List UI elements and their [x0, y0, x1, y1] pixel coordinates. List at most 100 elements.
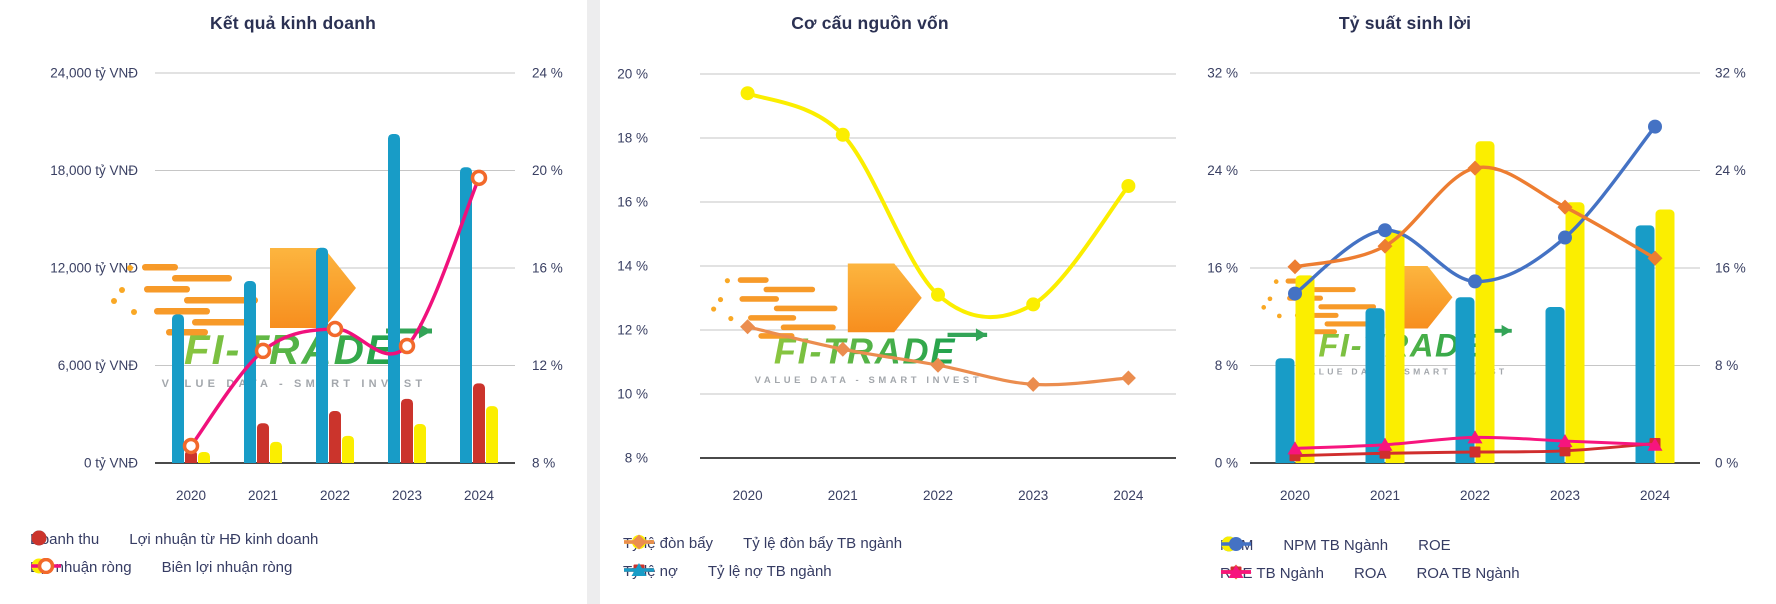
bar [401, 398, 413, 463]
bar [473, 383, 485, 463]
line-marker [470, 169, 488, 187]
line-marker [37, 558, 55, 574]
legend-item-tỷ-lệ-nợ-tb-ngành[interactable]: Tỷ lệ nợ TB ngành [624, 562, 832, 580]
line-marker [398, 337, 416, 355]
bar [1475, 141, 1495, 463]
chart-svg: 20 %18 %16 %14 %12 %10 %8 %FI-TRADEVALUE… [617, 67, 1176, 503]
watermark-arrow-icon [1501, 324, 1512, 337]
y-axis-label-left: 20 % [617, 67, 648, 82]
legend-line-marker-icon [1221, 565, 1251, 578]
line-markers [1288, 119, 1662, 301]
y-axis-label-left: 14 % [617, 259, 648, 274]
x-axis-label: 2021 [248, 488, 278, 503]
y-axis-label-left: 10 % [617, 387, 648, 402]
y-axis-label-right: 32 % [1715, 66, 1746, 81]
y-axis-label-left: 18,000 tỷ VNĐ [50, 163, 138, 178]
line-marker [930, 357, 946, 373]
legend-item-label: ROE [1418, 536, 1451, 554]
bar [1655, 209, 1675, 463]
legend-line-marker-icon [624, 563, 654, 576]
watermark-arrow-icon [419, 323, 432, 339]
watermark-brand: FI-TRADE [184, 326, 396, 373]
bar [198, 451, 210, 463]
line-marker [1378, 223, 1392, 238]
line-marker [740, 319, 756, 335]
legend-item-label: Tỷ lệ nợ TB ngành [707, 562, 832, 580]
line-marker [1287, 259, 1303, 275]
line-marker [1377, 437, 1393, 451]
legend-item-biên-lợi-nhuận-ròng[interactable]: Biên lợi nhuận ròng [31, 558, 292, 576]
y-axis-label-left: 0 tỷ VNĐ [84, 456, 138, 471]
chart-svg: 32 %32 %24 %24 %16 %16 %8 %8 %0 %0 %FI-T… [1207, 66, 1746, 504]
chart-title-co-cau-nguon-von: Cơ cấu nguồn vốn [791, 13, 949, 33]
chart-legend-row: Doanh thu Lợi nhuận từ HĐ kinh doanh [30, 530, 318, 548]
line-marker [835, 127, 850, 142]
y-axis-label-left: 24 % [1207, 163, 1238, 178]
x-axis-label: 2021 [828, 488, 858, 503]
watermark-hexagon-icon [847, 263, 922, 333]
line-marker [1377, 238, 1393, 254]
bar [460, 167, 472, 463]
chart-canvas-ty-suat-sinh-loi: 32 %32 %24 %24 %16 %16 %8 %8 %0 %0 %FI-T… [1186, 0, 1776, 604]
legend-item-roe[interactable]: ROE [1221, 536, 1451, 554]
y-axis-label-left: 16 % [1207, 261, 1238, 276]
line-marker [1469, 446, 1481, 458]
line-marker [1557, 199, 1573, 215]
line-marker [1229, 537, 1243, 551]
line-marker [1120, 370, 1136, 386]
x-axis-label: 2020 [176, 488, 206, 503]
y-axis-label-right: 16 % [532, 261, 563, 276]
bar [1565, 202, 1585, 463]
x-axis-label: 2022 [320, 488, 350, 503]
y-axis-label-left: 12 % [617, 323, 648, 338]
y-axis-label-right: 8 % [532, 456, 555, 471]
y-axis-label-right: 16 % [1715, 261, 1746, 276]
x-axis-label: 2024 [1113, 488, 1144, 503]
legend-item-label: Tỷ lệ đòn bẩy TB ngành [743, 534, 903, 552]
line-marker [835, 341, 851, 357]
y-axis-label-left: 8 % [1215, 358, 1238, 373]
legend-item-tỷ-lệ-đòn-bẩy-tb-ngành[interactable]: Tỷ lệ đòn bẩy TB ngành [624, 534, 903, 552]
legend-item-npm-tb-ngành[interactable]: NPM TB Ngành [1221, 536, 1389, 554]
chart-title-ty-suat-sinh-loi: Tỷ suất sinh lời [1338, 13, 1472, 33]
chart-legend-row: ROE TB Ngành ROA ROA TB Ngành [1220, 564, 1520, 582]
x-axis-label: 2023 [392, 488, 422, 503]
line-marker [1121, 179, 1136, 193]
legend-item-label: ROE TB Ngành [1220, 564, 1324, 582]
x-axis-label: 2020 [1280, 488, 1310, 503]
y-axis-label-left: 18 % [617, 131, 648, 146]
line-marker [1559, 445, 1571, 457]
gridlines: 20 % 18 % 16 % 14 % 12 % 10 % 8 % [617, 67, 1176, 466]
line-series [1293, 124, 1657, 296]
legend-item-roa-tb-ngành[interactable]: ROA TB Ngành [1221, 565, 1520, 582]
y-axis-label-right: 0 % [1715, 456, 1738, 471]
gridlines: 32 % 32 % 24 % 24 % 16 % 16 % 8 % 8 % 0 % 0 % [1207, 66, 1746, 471]
x-axis-label: 2024 [464, 488, 495, 503]
legend-line-marker-icon [1221, 537, 1251, 551]
legend-item-label: Lợi nhuận từ HĐ kinh doanh [129, 530, 319, 548]
line-marker [931, 287, 945, 302]
line-series [1293, 165, 1657, 269]
legend-item-label: Doanh thu [30, 530, 100, 548]
gridlines: 24,000 tỷ VNĐ 24 % 18,000 tỷ VNĐ 20 % 12,000… [50, 66, 563, 471]
line-marker [1467, 160, 1483, 176]
chart-panel-co-cau-nguon-von: Cơ cấu nguồn vốn 20 % 18 % 16 % 14 % 12 % 10 … [600, 0, 1186, 604]
y-axis-label-right: 8 % [1715, 358, 1738, 373]
bar [342, 435, 354, 463]
legend-item-label: NPM TB Ngành [1283, 536, 1389, 554]
legend-item-roa[interactable]: ROA [1221, 565, 1386, 582]
legend-item-lợi-nhuận-từ-hđ-kinh-doanh[interactable]: Lợi nhuận từ HĐ kinh doanh [31, 530, 319, 548]
legend-item-label: Tỷ lệ đòn bẩy [623, 534, 714, 552]
chart-canvas-ket-qua-kinh-doanh: 24,000 tỷ VNĐ 24 % 18,000 tỷ VNĐ 20 % 12,000… [0, 0, 586, 604]
line-marker [254, 342, 272, 360]
x-axis-label: 2023 [1550, 488, 1580, 503]
y-axis-label-left: 8 % [625, 451, 648, 466]
line-marker [1558, 230, 1572, 245]
bar [316, 247, 328, 463]
x-axis-label: 2022 [923, 488, 953, 503]
line-marker [1647, 250, 1663, 266]
line-marker [631, 563, 647, 576]
chart-svg: 24,000 tỷ VNĐ 24 % 18,000 tỷ VNĐ 20 % 12,000… [50, 66, 563, 504]
legend-item-label: Lợi nhuận ròng [30, 558, 132, 576]
